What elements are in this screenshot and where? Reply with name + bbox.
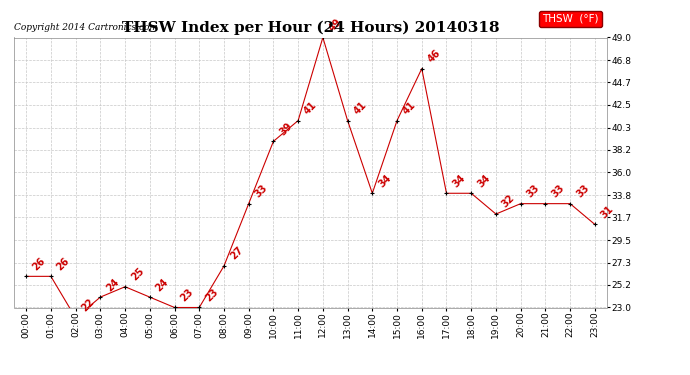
Text: 24: 24	[104, 276, 121, 293]
Text: 46: 46	[426, 48, 442, 64]
Text: 41: 41	[401, 100, 418, 116]
Legend: THSW  (°F): THSW (°F)	[540, 10, 602, 27]
Text: 25: 25	[129, 266, 146, 283]
Text: 33: 33	[253, 183, 270, 200]
Text: 27: 27	[228, 245, 245, 262]
Text: 33: 33	[574, 183, 591, 200]
Text: 23: 23	[204, 287, 220, 303]
Text: 23: 23	[179, 287, 195, 303]
Text: 41: 41	[302, 100, 319, 116]
Text: 33: 33	[549, 183, 566, 200]
Text: 33: 33	[525, 183, 542, 200]
Text: 22: 22	[80, 297, 97, 314]
Text: 26: 26	[55, 255, 72, 272]
Text: 34: 34	[451, 172, 467, 189]
Text: 31: 31	[599, 204, 615, 220]
Text: 41: 41	[352, 100, 368, 116]
Text: 39: 39	[277, 120, 294, 137]
Text: 34: 34	[377, 172, 393, 189]
Text: 32: 32	[500, 193, 517, 210]
Text: Copyright 2014 Cartronics.com: Copyright 2014 Cartronics.com	[14, 23, 158, 32]
Text: 34: 34	[475, 172, 492, 189]
Title: THSW Index per Hour (24 Hours) 20140318: THSW Index per Hour (24 Hours) 20140318	[121, 21, 500, 35]
Text: 26: 26	[30, 255, 47, 272]
Text: 49: 49	[327, 17, 344, 33]
Text: 24: 24	[154, 276, 170, 293]
